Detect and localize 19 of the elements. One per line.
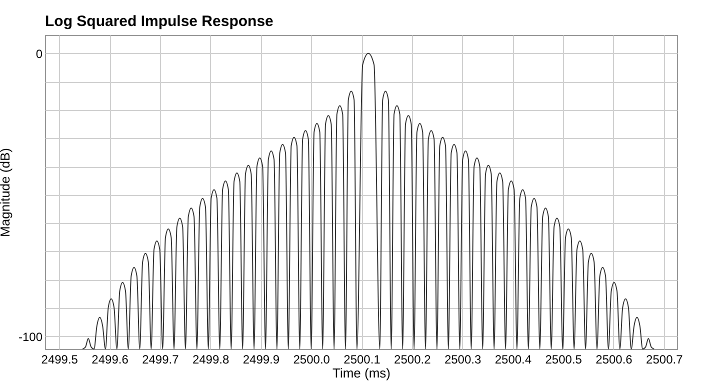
x-tick-label: 2500.3 — [444, 352, 482, 366]
y-axis-title: Magnitude (dB) — [0, 148, 12, 237]
x-tick-label: 2500.7 — [646, 352, 684, 366]
y-tick-label: -100 — [18, 330, 43, 344]
x-tick-label: 2500.5 — [545, 352, 582, 366]
y-tick-label: 0 — [36, 46, 43, 61]
x-tick-label: 2499.8 — [192, 352, 230, 366]
line-series — [82, 52, 655, 350]
x-axis-title: Time (ms) — [332, 366, 391, 380]
x-tick-label: 2500.1 — [344, 352, 381, 366]
x-tick-label: 2499.7 — [142, 352, 180, 366]
x-tick-label: 2499.5 — [41, 352, 78, 366]
x-tick-label: 2499.6 — [92, 352, 129, 366]
x-tick-label: 2499.9 — [242, 352, 280, 366]
chart-title: Log Squared Impulse Response — [45, 13, 274, 30]
x-tick-label: 2500.4 — [494, 352, 532, 366]
x-tick-label: 2500.2 — [394, 352, 432, 366]
x-tick-label: 2500.0 — [293, 352, 330, 366]
x-tick-label: 2500.6 — [596, 352, 633, 366]
